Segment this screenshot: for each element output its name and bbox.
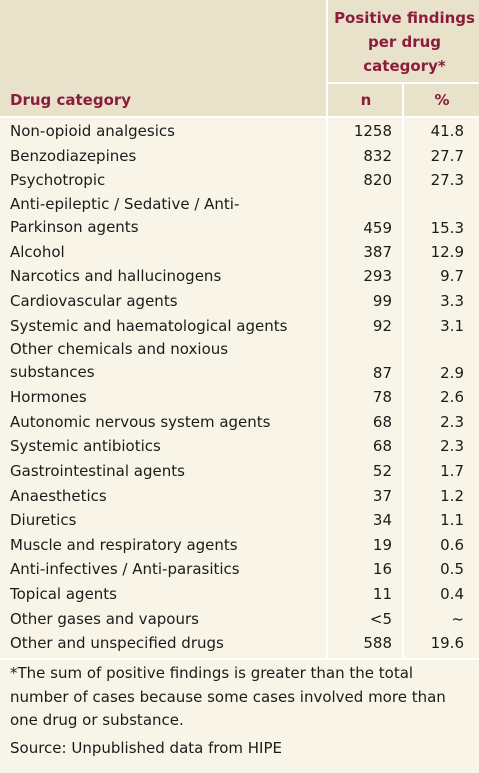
divider — [0, 658, 479, 660]
row-label: Systemic and haematological agents — [10, 316, 288, 335]
cell-pct: 15.3 — [430, 218, 464, 237]
row-label: Anti-infectives / Anti-parasitics — [10, 560, 240, 579]
source: Source: Unpublished data from HIPE — [10, 739, 283, 757]
cell-n: 293 — [363, 267, 392, 286]
footnote: *The sum of positive findings is greater… — [10, 664, 446, 729]
cell-n: 34 — [372, 511, 392, 530]
row-label: Anti-epileptic / Sedative / Anti- — [10, 194, 240, 213]
cell-n: 37 — [372, 486, 392, 505]
row-label: Alcohol — [10, 242, 65, 261]
cell-pct: 2.6 — [440, 388, 464, 407]
cell-n: 459 — [363, 218, 392, 237]
divider — [402, 83, 404, 659]
cell-n: 820 — [363, 171, 392, 190]
row-label: Topical agents — [10, 585, 117, 603]
row-label: Systemic antibiotics — [10, 437, 161, 456]
cell-n: 99 — [372, 292, 392, 310]
row-label: Diuretics — [10, 511, 77, 530]
cell-pct: 1.7 — [440, 462, 464, 480]
row-label: Other chemicals and noxious — [10, 340, 229, 359]
row-label: Parkinson agents — [10, 217, 139, 236]
row-label: Cardiovascular agents — [10, 292, 178, 310]
cell-n: 1258 — [353, 122, 392, 140]
cell-n: 19 — [372, 535, 392, 554]
row-label: Anaesthetics — [10, 486, 107, 505]
cell-n: 68 — [372, 412, 392, 431]
cell-pct: 2.3 — [440, 437, 464, 456]
cell-pct: 1.2 — [440, 486, 464, 505]
divider — [0, 116, 479, 118]
row-label: Autonomic nervous system agents — [10, 412, 271, 431]
cell-pct: 3.3 — [440, 292, 464, 310]
cell-pct: 27.3 — [430, 171, 464, 190]
row-label: Other and unspecified drugs — [10, 634, 224, 653]
divider — [328, 82, 479, 84]
column-header: n — [360, 91, 372, 109]
cell-pct: 19.6 — [430, 634, 464, 653]
cell-pct: 1.1 — [440, 511, 464, 530]
header-bg — [0, 0, 479, 117]
cell-pct: 0.6 — [440, 535, 464, 554]
row-label: Other gases and vapours — [10, 609, 199, 628]
cell-n: 387 — [363, 242, 392, 261]
cell-n: 87 — [372, 364, 392, 383]
cell-n: 16 — [372, 560, 392, 579]
row-label: Psychotropic — [10, 171, 106, 190]
cell-n: 832 — [363, 146, 392, 165]
cell-pct: 9.7 — [440, 267, 464, 286]
row-label: Narcotics and hallucinogens — [10, 267, 222, 286]
column-header: Drug category — [10, 91, 132, 109]
cell-n: 78 — [372, 388, 392, 407]
row-label: Muscle and respiratory agents — [10, 535, 238, 554]
cell-n: 92 — [372, 316, 392, 335]
divider — [326, 0, 328, 659]
cell-pct: 3.1 — [440, 316, 464, 335]
row-label: Non-opioid analgesics — [10, 122, 175, 140]
group-header: Positive findings per drug category* — [334, 9, 475, 75]
cell-n: <5 — [369, 609, 392, 628]
row-label: Benzodiazepines — [10, 146, 137, 165]
cell-n: 11 — [372, 585, 392, 603]
cell-n: 588 — [363, 634, 392, 653]
cell-pct: 12.9 — [430, 242, 464, 261]
cell-pct: 27.7 — [430, 146, 464, 165]
cell-pct: 2.9 — [440, 364, 464, 383]
cell-pct: 41.8 — [430, 122, 464, 140]
cell-pct: 0.4 — [440, 585, 464, 603]
row-label: substances — [10, 363, 95, 382]
cell-pct: 0.5 — [440, 560, 464, 579]
row-label: Gastrointestinal agents — [10, 462, 185, 480]
cell-n: 68 — [372, 437, 392, 456]
cell-pct: ~ — [451, 609, 464, 628]
cell-n: 52 — [372, 462, 392, 480]
cell-pct: 2.3 — [440, 412, 464, 431]
column-header: % — [434, 91, 450, 109]
row-label: Hormones — [10, 388, 87, 407]
